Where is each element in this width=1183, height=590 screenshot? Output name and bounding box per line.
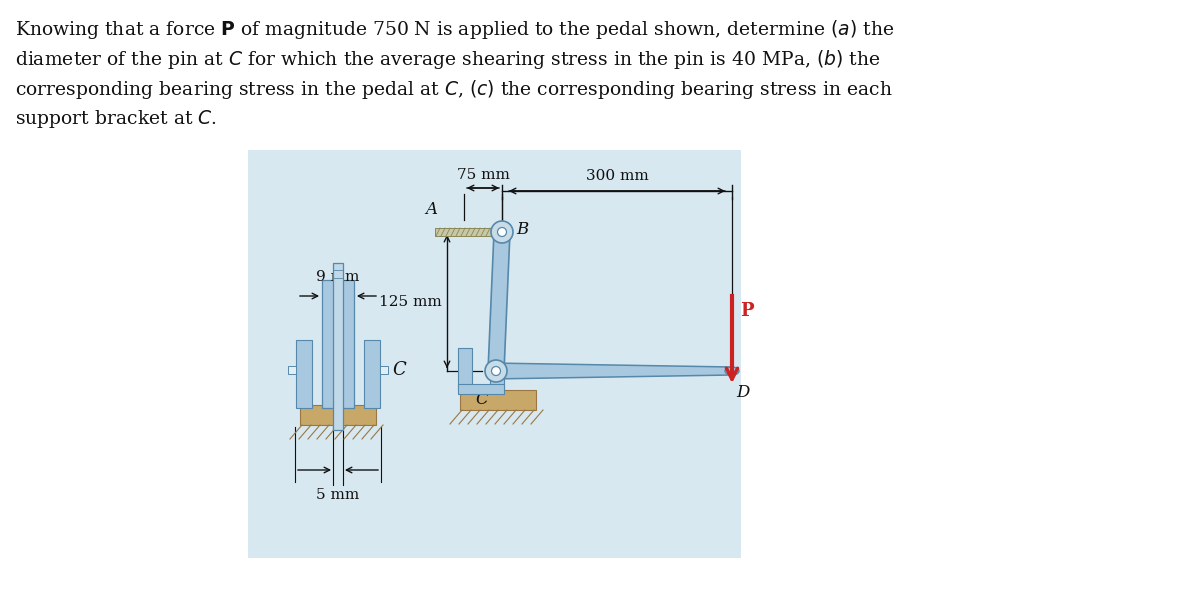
- Text: C: C: [476, 391, 489, 408]
- Bar: [296, 340, 312, 408]
- Text: P: P: [741, 302, 754, 320]
- Bar: [435, 228, 494, 236]
- Text: B: B: [516, 221, 529, 238]
- Bar: [332, 263, 343, 430]
- Circle shape: [498, 228, 506, 237]
- Bar: [380, 366, 388, 374]
- Text: D: D: [736, 384, 749, 401]
- Text: corresponding bearing stress in the pedal at $C$, $(c)$ the corresponding bearin: corresponding bearing stress in the peda…: [15, 78, 892, 101]
- Text: C: C: [392, 361, 406, 379]
- Text: 300 mm: 300 mm: [586, 169, 648, 183]
- Polygon shape: [489, 232, 510, 371]
- Bar: [458, 348, 472, 390]
- Bar: [458, 384, 504, 394]
- Text: A: A: [425, 201, 437, 218]
- Text: 9 mm: 9 mm: [316, 270, 360, 284]
- Bar: [322, 280, 354, 408]
- Bar: [248, 150, 741, 558]
- Text: 75 mm: 75 mm: [457, 168, 510, 182]
- Text: diameter of the pin at $C$ for which the average shearing stress in the pin is 4: diameter of the pin at $C$ for which the…: [15, 48, 880, 71]
- Bar: [460, 390, 536, 410]
- Text: support bracket at $C$.: support bracket at $C$.: [15, 108, 216, 130]
- Circle shape: [491, 366, 500, 375]
- Polygon shape: [491, 363, 732, 379]
- Bar: [287, 366, 296, 374]
- Text: 125 mm: 125 mm: [380, 294, 442, 309]
- Text: Knowing that a force $\mathbf{P}$ of magnitude 750 N is applied to the pedal sho: Knowing that a force $\mathbf{P}$ of mag…: [15, 18, 894, 41]
- Text: 5 mm: 5 mm: [316, 488, 360, 502]
- Circle shape: [491, 221, 513, 243]
- Bar: [300, 405, 376, 425]
- Circle shape: [485, 360, 508, 382]
- Bar: [490, 348, 504, 390]
- Ellipse shape: [725, 367, 739, 375]
- Bar: [364, 340, 380, 408]
